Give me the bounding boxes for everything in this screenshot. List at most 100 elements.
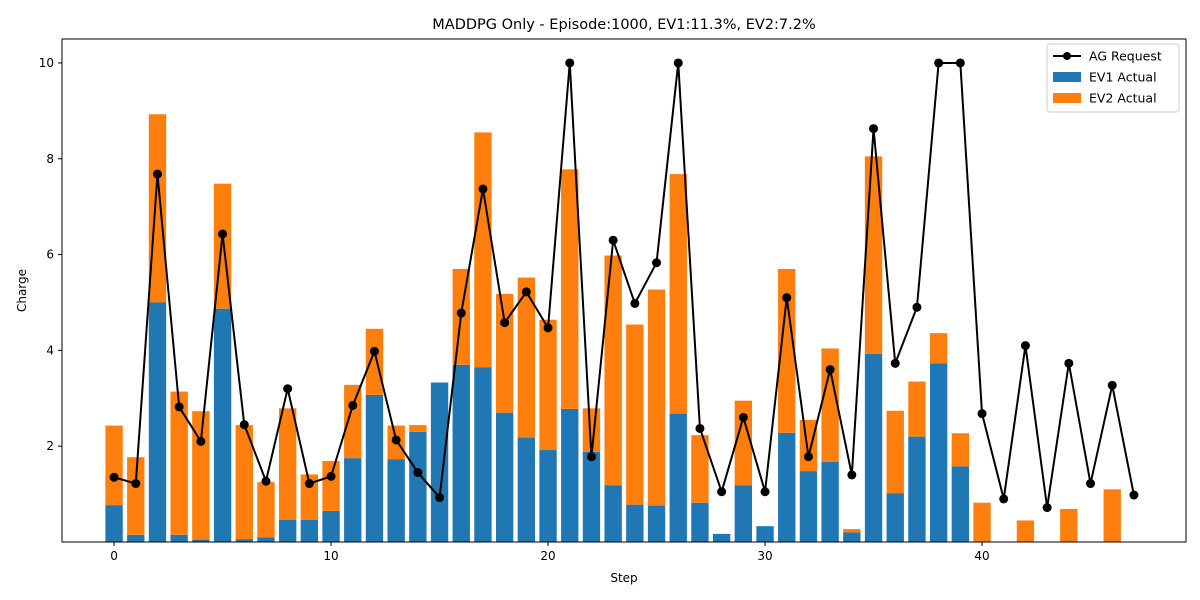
bar-ev2-actual-33 bbox=[821, 348, 839, 462]
bar-ev2-actual-40 bbox=[973, 502, 991, 542]
bar-ev1-actual-37 bbox=[908, 436, 926, 542]
point-ag-request-20 bbox=[543, 323, 553, 333]
chart-title: MADDPG Only - Episode:1000, EV1:11.3%, E… bbox=[432, 17, 815, 33]
bar-ev2-actual-14 bbox=[409, 425, 427, 432]
point-ag-request-0 bbox=[109, 472, 119, 482]
point-ag-request-27 bbox=[695, 423, 705, 433]
legend-label-ag-request: AG Request bbox=[1089, 49, 1162, 64]
bar-ev2-actual-19 bbox=[517, 277, 536, 438]
point-ag-request-31 bbox=[782, 293, 792, 303]
point-ag-request-43 bbox=[1042, 503, 1052, 513]
bar-ev1-actual-6 bbox=[235, 539, 253, 542]
legend-label-ev2-actual: EV2 Actual bbox=[1089, 91, 1157, 106]
bar-ev2-actual-10 bbox=[322, 461, 340, 511]
y-axis-label: Charge bbox=[15, 269, 29, 312]
bars-layer bbox=[105, 114, 1121, 542]
point-ag-request-7 bbox=[261, 476, 271, 486]
plot-frame bbox=[61, 38, 1187, 543]
bar-ev1-actual-24 bbox=[626, 504, 644, 542]
bar-ev1-actual-14 bbox=[409, 431, 427, 542]
point-ag-request-28 bbox=[717, 487, 727, 497]
bar-ev2-actual-29 bbox=[734, 400, 753, 486]
bar-ev1-actual-12 bbox=[365, 394, 384, 542]
point-ag-request-32 bbox=[803, 452, 813, 462]
bar-ev2-actual-0 bbox=[105, 425, 123, 506]
point-ag-request-46 bbox=[1107, 380, 1117, 390]
bar-ev2-actual-24 bbox=[626, 324, 644, 505]
bar-ev1-actual-18 bbox=[495, 412, 514, 542]
point-ag-request-22 bbox=[586, 452, 596, 462]
bar-ev2-actual-6 bbox=[235, 425, 253, 540]
y-tick-label-6: 6 bbox=[46, 248, 54, 262]
bar-ev1-actual-19 bbox=[517, 437, 536, 542]
bar-ev2-actual-31 bbox=[778, 268, 796, 433]
bar-ev2-actual-20 bbox=[539, 319, 557, 451]
bar-ev1-actual-29 bbox=[734, 485, 753, 542]
bar-ev1-actual-21 bbox=[561, 408, 579, 542]
point-ag-request-8 bbox=[283, 384, 293, 394]
point-ag-request-47 bbox=[1129, 490, 1139, 500]
legend: AG Request EV1 Actual EV2 Actual bbox=[1046, 43, 1180, 113]
bar-ev1-actual-0 bbox=[105, 505, 123, 542]
point-ag-request-42 bbox=[1020, 341, 1030, 351]
point-ag-request-2 bbox=[152, 169, 162, 179]
y-tick-label-4: 4 bbox=[46, 343, 54, 357]
bar-ev1-actual-1 bbox=[127, 534, 145, 542]
bar-ev1-actual-34 bbox=[843, 532, 861, 542]
point-ag-request-23 bbox=[608, 235, 618, 245]
point-ag-request-18 bbox=[500, 318, 510, 328]
bar-ev1-actual-30 bbox=[756, 526, 774, 542]
point-ag-request-33 bbox=[825, 365, 835, 375]
point-ag-request-41 bbox=[999, 494, 1009, 504]
point-ag-request-25 bbox=[652, 258, 662, 268]
bar-ev2-actual-21 bbox=[561, 169, 579, 409]
bar-ev2-actual-44 bbox=[1060, 508, 1078, 542]
x-tick-label-0: 0 bbox=[110, 549, 118, 563]
x-tick-label-10: 10 bbox=[323, 549, 338, 563]
point-ag-request-9 bbox=[304, 479, 314, 489]
bar-ev2-actual-27 bbox=[691, 435, 709, 503]
line-layer bbox=[109, 58, 1139, 513]
bar-ev2-actual-18 bbox=[495, 293, 514, 413]
bar-ev2-actual-1 bbox=[127, 457, 145, 535]
bar-ev2-actual-11 bbox=[344, 384, 362, 459]
x-axis-ticks: 0 10 20 30 40 bbox=[110, 542, 990, 563]
bar-ev1-actual-25 bbox=[647, 505, 666, 542]
point-ag-request-44 bbox=[1064, 358, 1074, 368]
bar-ev2-actual-39 bbox=[951, 433, 970, 467]
point-ag-request-4 bbox=[196, 436, 206, 446]
bar-ev1-actual-10 bbox=[322, 510, 340, 542]
bar-ev1-actual-32 bbox=[799, 471, 818, 542]
bar-ev1-actual-7 bbox=[257, 537, 275, 542]
bar-ev2-actual-8 bbox=[278, 408, 297, 520]
bar-ev1-actual-39 bbox=[951, 466, 970, 542]
point-ag-request-34 bbox=[847, 470, 857, 480]
bar-ev1-actual-11 bbox=[344, 458, 362, 542]
bar-ev1-actual-8 bbox=[278, 519, 297, 542]
y-tick-label-8: 8 bbox=[46, 152, 54, 166]
bar-ev2-actual-25 bbox=[647, 289, 666, 506]
point-ag-request-21 bbox=[565, 58, 575, 68]
point-ag-request-39 bbox=[955, 58, 965, 68]
bar-ev2-actual-17 bbox=[474, 132, 492, 368]
point-ag-request-10 bbox=[326, 471, 336, 481]
bar-ev1-actual-3 bbox=[170, 534, 188, 542]
point-ag-request-14 bbox=[413, 468, 423, 478]
point-ag-request-1 bbox=[131, 479, 141, 489]
bar-ev1-actual-2 bbox=[148, 302, 167, 542]
bar-ev1-actual-20 bbox=[539, 450, 557, 542]
point-ag-request-24 bbox=[630, 298, 640, 308]
bar-ev1-actual-17 bbox=[474, 367, 492, 542]
point-ag-request-11 bbox=[348, 400, 358, 410]
bar-ev2-actual-26 bbox=[669, 174, 687, 414]
point-ag-request-45 bbox=[1086, 479, 1096, 489]
bar-ev2-actual-3 bbox=[170, 391, 188, 535]
x-axis-label: Step bbox=[610, 571, 637, 585]
bar-ev1-actual-15 bbox=[430, 382, 449, 542]
point-ag-request-15 bbox=[435, 492, 445, 502]
bar-ev2-actual-42 bbox=[1016, 520, 1035, 542]
point-ag-request-30 bbox=[760, 487, 770, 497]
bar-ev2-actual-2 bbox=[148, 114, 167, 303]
line-ag-request bbox=[113, 61, 1135, 509]
